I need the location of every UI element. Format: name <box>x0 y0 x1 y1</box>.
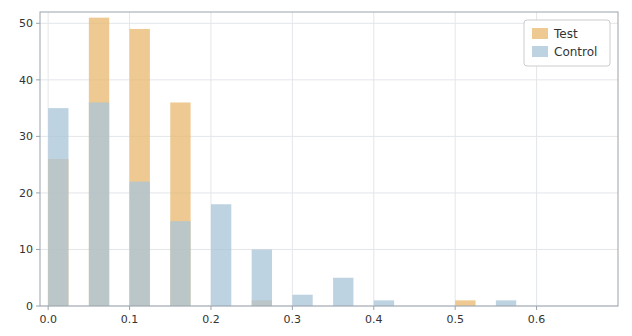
grid-line <box>373 12 374 306</box>
grid-line <box>40 249 618 250</box>
y-tick <box>36 79 40 80</box>
grid <box>40 12 618 306</box>
grid-line <box>40 192 618 193</box>
x-tick <box>292 306 293 310</box>
series <box>48 18 475 306</box>
series <box>48 102 516 306</box>
bar <box>455 300 475 306</box>
bar <box>333 278 353 306</box>
y-tick-label: 50 <box>19 17 33 30</box>
bar <box>252 249 272 306</box>
plot-frame <box>40 12 618 306</box>
y-tick-label: 0 <box>26 300 33 313</box>
x-tick-label: 0.0 <box>39 313 57 326</box>
x-tick-label: 0.6 <box>528 313 546 326</box>
bar <box>496 300 516 306</box>
x-tick-label: 0.5 <box>446 313 464 326</box>
bar <box>130 182 150 306</box>
x-tick-label: 0.3 <box>284 313 302 326</box>
bar <box>89 102 109 306</box>
grid-line <box>40 136 618 137</box>
y-tick <box>36 136 40 137</box>
bar <box>374 300 394 306</box>
bar <box>211 204 231 306</box>
axes: 0.0 0.1 0.2 0.3 0.4 0.5 0.6 0 10 20 30 40 50 <box>19 17 545 326</box>
legend-label: Test <box>553 27 578 41</box>
bar <box>170 102 190 306</box>
y-tick <box>36 192 40 193</box>
y-tick <box>36 249 40 250</box>
y-tick-label: 30 <box>19 130 33 143</box>
bar <box>170 221 190 306</box>
x-tick-label: 0.2 <box>202 313 220 326</box>
grid-line <box>455 12 456 306</box>
bar <box>89 18 109 306</box>
grid-line <box>40 79 618 80</box>
chart: 0.0 0.1 0.2 0.3 0.4 0.5 0.6 0 10 20 30 40 50 Test Cont… <box>0 0 632 336</box>
legend-swatch <box>532 46 548 57</box>
y-tick-label: 20 <box>19 187 33 200</box>
x-tick <box>373 306 374 310</box>
x-tick-label: 0.4 <box>365 313 383 326</box>
x-tick <box>536 306 537 310</box>
y-tick <box>36 23 40 24</box>
y-tick-label: 40 <box>19 74 33 87</box>
bars <box>48 18 516 306</box>
grid-line <box>292 12 293 306</box>
y-tick-label: 10 <box>19 243 33 256</box>
legend-swatch <box>532 28 548 39</box>
x-tick <box>455 306 456 310</box>
x-tick-label: 0.1 <box>121 313 139 326</box>
bar <box>292 295 312 306</box>
y-tick <box>36 306 40 307</box>
x-tick <box>48 306 49 310</box>
x-tick <box>129 306 130 310</box>
legend: Test Control <box>524 20 610 66</box>
legend-box <box>524 20 610 66</box>
legend-label: Control <box>554 45 597 59</box>
x-tick <box>210 306 211 310</box>
bar <box>48 108 68 306</box>
bar <box>130 29 150 306</box>
